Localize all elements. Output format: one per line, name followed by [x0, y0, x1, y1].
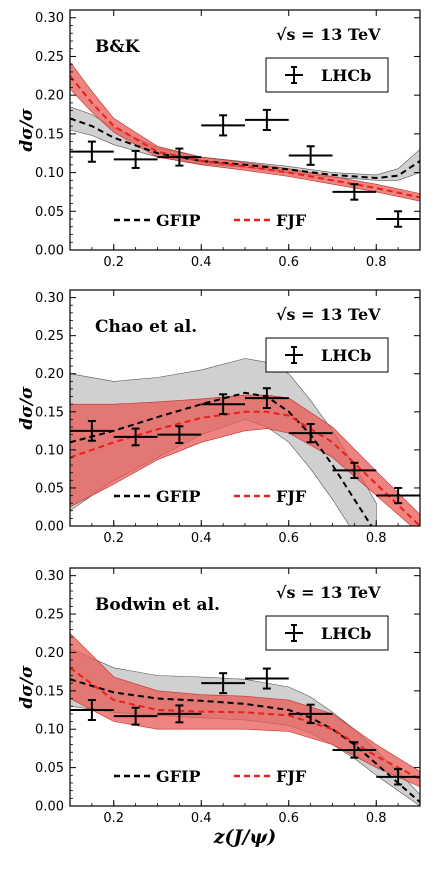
panel-3-lhcb-point: [245, 667, 289, 690]
panel-1-lhcb-point: [332, 183, 377, 201]
panel-1-legend-lhcb: [265, 57, 389, 93]
panel-1-fjf-line: [70, 75, 420, 199]
panel-1-lhcb-point: [157, 147, 202, 167]
panel-1-ytick-label: 0.30: [35, 11, 64, 26]
panel-3-lhcb-point: [332, 741, 377, 759]
panel-2-legend-gfip-label: GFIP: [156, 487, 201, 506]
panel-2-lhcb-point: [70, 419, 114, 442]
panel-3-energy-label: √s = 13 TeV: [276, 583, 381, 602]
panel-1-ytick-label: 0.15: [35, 127, 64, 142]
panel-3-plot-area: [70, 632, 420, 806]
panel-2-ytick-label: 0.30: [35, 291, 64, 306]
panel-1-ytick-label: 0.25: [35, 50, 64, 65]
panel-3-lhcb-point: [288, 703, 333, 725]
panel-3-xtick-label: 0.2: [103, 811, 124, 826]
x-axis-label: z(J/ψ): [213, 826, 277, 848]
panel-2-legend-lhcb: [265, 337, 389, 373]
panel-2-xtick-label: 0.6: [278, 531, 299, 546]
panel-1-plot-area: [70, 61, 420, 228]
panel-3-y-axis-label: dσ/σ: [17, 665, 37, 709]
panel-1-xtick-label: 0.4: [191, 255, 212, 270]
panel-3-xtick-label: 0.4: [191, 811, 212, 826]
panel-2-title: Chao et al.: [95, 317, 197, 337]
panel-2-legend-fjf-label: FJF: [276, 487, 307, 506]
panel-3-lhcb-point: [113, 706, 158, 726]
panel-1-lhcb-point: [113, 149, 158, 169]
panel-3-lhcb-point: [157, 704, 202, 724]
panel-2-lhcb-point: [288, 422, 333, 444]
panel-3-legend-gfip-label: GFIP: [156, 767, 201, 786]
panel-1-lhcb-point: [245, 108, 289, 131]
panel-1-xtick-label: 0.2: [103, 255, 124, 270]
panel-1-y-axis-label: dσ/σ: [17, 108, 37, 152]
panel-3-ytick-label: 0.25: [35, 608, 64, 623]
panel-3-ytick-label: 0.05: [35, 761, 64, 776]
panel-1-title: B&K: [95, 37, 141, 57]
panel-2-ytick-label: 0.00: [35, 520, 64, 535]
panel-2-legend-lhcb-label: LHCb: [321, 346, 371, 365]
panel-3-xtick-label: 0.8: [366, 811, 387, 826]
panel-3-ytick-label: 0.00: [35, 800, 64, 815]
panel-2-y-axis-label: dσ/σ: [17, 386, 37, 430]
panel-1-lhcb-point: [70, 140, 114, 163]
panel-3-fjf-band: [70, 632, 420, 788]
panel-2-lhcb-point: [332, 461, 377, 480]
panel-2-lhcb-point: [157, 425, 202, 445]
panel-1-lhcb-point: [288, 145, 333, 166]
panel-2-ytick-label: 0.05: [35, 481, 64, 496]
panel-2-ytick-label: 0.20: [35, 367, 64, 382]
panel-2-ytick-label: 0.25: [35, 329, 64, 344]
panel-3-legend-lhcb: [265, 615, 389, 651]
panel-3-legend-lhcb-label: LHCb: [321, 624, 371, 643]
panel-3-title: Bodwin et al.: [95, 595, 220, 615]
panel-1-legend-lhcb-label: LHCb: [321, 66, 371, 85]
panel-2-ytick-label: 0.15: [35, 405, 64, 420]
panel-1-energy-label: √s = 13 TeV: [276, 25, 381, 44]
panel-2-plot-area: [70, 358, 420, 526]
panel-3-ytick-label: 0.10: [35, 723, 64, 738]
panel-1-xtick-label: 0.8: [366, 255, 387, 270]
panel-2-xtick-label: 0.4: [191, 531, 212, 546]
panel-2-xtick-label: 0.8: [366, 531, 387, 546]
panel-3-fjf-line: [70, 666, 420, 780]
panel-2-ytick-label: 0.10: [35, 443, 64, 458]
panel-2-lhcb-point: [201, 393, 245, 416]
panel-1-legend-fjf-label: FJF: [276, 211, 307, 230]
panel-3-legend-fjf-label: FJF: [276, 767, 307, 786]
panel-1-lhcb-point: [201, 114, 245, 137]
panel-2-fjf-band: [70, 394, 420, 526]
panel-1-ytick-label: 0.00: [35, 244, 64, 259]
panel-3-xtick-label: 0.6: [278, 811, 299, 826]
panel-2-xtick-label: 0.2: [103, 531, 124, 546]
panel-3-ytick-label: 0.30: [35, 569, 64, 584]
panel-3-ytick-label: 0.20: [35, 646, 64, 661]
panel-2-lhcb-point: [245, 387, 289, 409]
panel-2-lhcb-point: [113, 427, 158, 447]
panel-1-fjf-band: [70, 61, 420, 202]
panel-2-energy-label: √s = 13 TeV: [276, 305, 381, 324]
panel-1-ytick-label: 0.05: [35, 205, 64, 220]
panel-3-ytick-label: 0.15: [35, 684, 64, 699]
panel-1-lhcb-point: [376, 210, 420, 228]
panel-2-fjf-line: [70, 410, 420, 526]
panel-3-lhcb-point: [376, 768, 420, 786]
panel-3-lhcb-point: [201, 672, 245, 695]
panel-3-lhcb-point: [70, 699, 114, 722]
panel-1-ytick-label: 0.10: [35, 166, 64, 181]
panel-1-ytick-label: 0.20: [35, 89, 64, 104]
panel-1-xtick-label: 0.6: [278, 255, 299, 270]
panel-2-lhcb-point: [376, 486, 420, 505]
panel-1-legend-gfip-label: GFIP: [156, 211, 201, 230]
panel-1-gfip-line: [70, 117, 420, 180]
